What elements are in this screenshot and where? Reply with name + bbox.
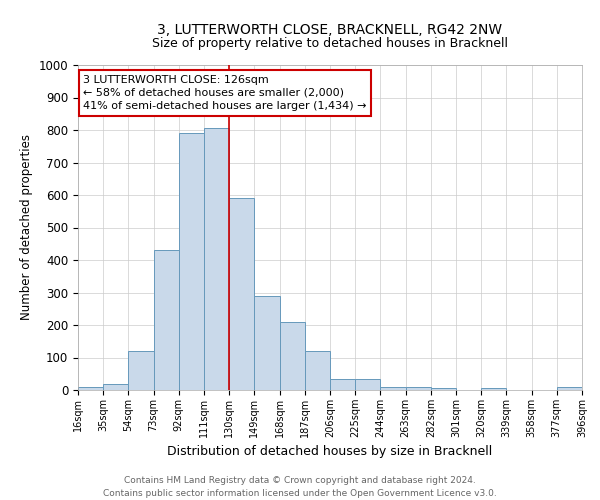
Bar [78,387,103,390]
Text: 3, LUTTERWORTH CLOSE, BRACKNELL, RG42 2NW: 3, LUTTERWORTH CLOSE, BRACKNELL, RG42 2N… [157,22,503,36]
X-axis label: Distribution of detached houses by size in Bracknell: Distribution of detached houses by size … [167,446,493,458]
Bar [204,128,229,390]
Bar [380,387,406,390]
Bar [179,133,204,390]
Y-axis label: Number of detached properties: Number of detached properties [20,134,33,320]
Bar [280,322,305,390]
Text: Size of property relative to detached houses in Bracknell: Size of property relative to detached ho… [152,38,508,51]
Bar [431,388,456,390]
Text: 3 LUTTERWORTH CLOSE: 126sqm
← 58% of detached houses are smaller (2,000)
41% of : 3 LUTTERWORTH CLOSE: 126sqm ← 58% of det… [83,74,367,111]
Bar [330,378,355,390]
Bar [305,351,330,390]
Bar [557,388,582,390]
Bar [128,351,154,390]
Text: Contains HM Land Registry data © Crown copyright and database right 2024.
Contai: Contains HM Land Registry data © Crown c… [103,476,497,498]
Bar [481,388,506,390]
Bar [103,384,128,390]
Bar [355,378,380,390]
Bar [254,296,280,390]
Bar [154,250,179,390]
Bar [406,387,431,390]
Bar [229,198,254,390]
